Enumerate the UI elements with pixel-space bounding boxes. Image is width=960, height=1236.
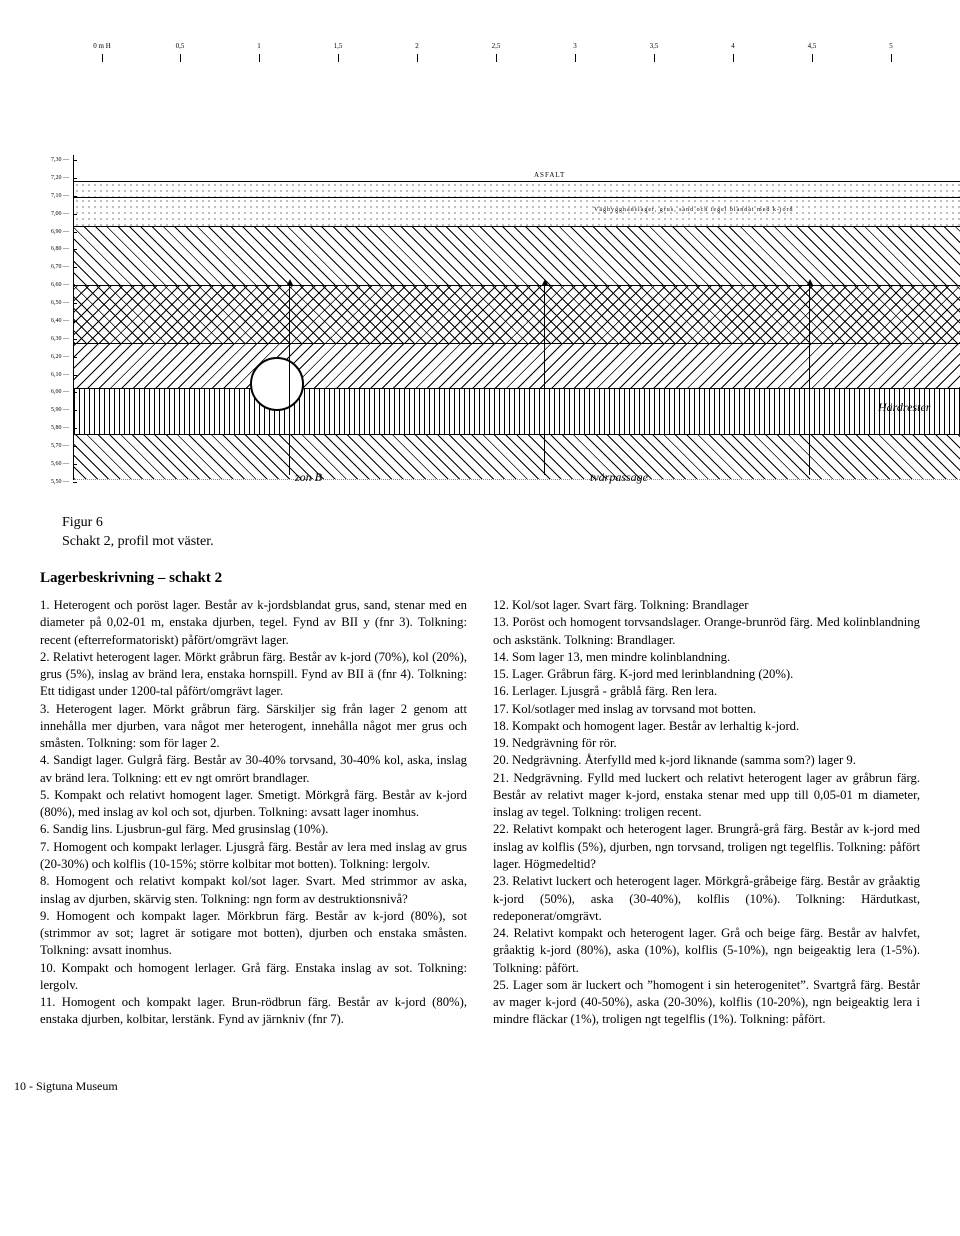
annot-hardrester: Härdrester	[878, 400, 930, 415]
layer-description: 9. Homogent och kompakt lager. Mörkbrun …	[40, 908, 467, 960]
layer-description: 2. Relativt heterogent lager. Mörkt gråb…	[40, 649, 467, 701]
ruler-tick: 3,5	[634, 42, 674, 50]
layer-description: 1. Heterogent och poröst lager. Består a…	[40, 597, 467, 649]
y-tick: 5,90 —	[51, 405, 73, 415]
layer-description: 19. Nedgrävning för rör.	[493, 735, 920, 752]
y-tick: 7,30 —	[51, 155, 73, 165]
y-tick: 6,60 —	[51, 280, 73, 290]
annot-zon-b: zon B	[295, 470, 322, 485]
layer-description: 11. Homogent och kompakt lager. Brun-röd…	[40, 994, 467, 1029]
ruler-tick: 0 m H	[82, 42, 122, 50]
ruler-tick: 0,5	[160, 42, 200, 50]
annot-tvarpassage: tvärpassage	[590, 470, 648, 485]
figure-caption: Figur 6 Schakt 2, profil mot väster.	[62, 514, 214, 552]
caption-line2: Schakt 2, profil mot väster.	[62, 534, 214, 549]
vertical-marker	[544, 285, 545, 475]
y-tick: 6,70 —	[51, 262, 73, 272]
y-tick: 6,10 —	[51, 370, 73, 380]
section-drawing: ASFALT Vägbyggnadslager, grus, sand och …	[74, 155, 960, 480]
strata-layer	[74, 181, 960, 197]
vertical-marker	[809, 285, 810, 475]
y-tick: 7,00 —	[51, 209, 73, 219]
y-tick: 7,20 —	[51, 173, 73, 183]
strata-layer	[74, 343, 960, 388]
y-tick: 6,00 —	[51, 387, 73, 397]
two-column-text: 1. Heterogent och poröst lager. Består a…	[40, 597, 920, 1029]
label-asfalt: ASFALT	[534, 171, 565, 179]
layer-description: 10. Kompakt och homogent lerlager. Grå f…	[40, 960, 467, 995]
y-tick: 5,80 —	[51, 423, 73, 433]
y-tick: 5,60 —	[51, 459, 73, 469]
layer-description: 12. Kol/sot lager. Svart färg. Tolkning:…	[493, 597, 920, 614]
layer-description: 7. Homogent och kompakt lerlager. Ljusgr…	[40, 839, 467, 874]
y-tick: 6,20 —	[51, 352, 73, 362]
strata-layer	[74, 197, 960, 226]
strata-layer	[74, 388, 960, 433]
layer-description: 24. Relativt kompakt och heterogent lage…	[493, 925, 920, 977]
ruler-tick: 2,5	[476, 42, 516, 50]
ruler-tick: 4	[713, 42, 753, 50]
layer-description: 13. Poröst och homogent torvsandslager. …	[493, 614, 920, 649]
page-footer: 10 - Sigtuna Museum	[0, 1029, 960, 1114]
layer-description: 23. Relativt luckert och heterogent lage…	[493, 873, 920, 925]
layer-description: 3. Heterogent lager. Mörkt gråbrun färg.…	[40, 701, 467, 753]
section-heading: Lagerbeskrivning – schakt 2	[40, 570, 920, 587]
y-tick: 5,70 —	[51, 441, 73, 451]
layer-description: 6. Sandig lins. Ljusbrun-gul färg. Med g…	[40, 821, 467, 838]
strata-layer	[74, 285, 960, 343]
label-vagbygg: Vägbyggnadslager, grus, sand och tegel b…	[594, 207, 794, 213]
vertical-marker	[289, 285, 290, 475]
ruler-tick: 5	[871, 42, 911, 50]
ruler-tick: 4,5	[792, 42, 832, 50]
y-tick: 6,30 —	[51, 334, 73, 344]
layer-description: 16. Lerlager. Ljusgrå - gråblå färg. Ren…	[493, 683, 920, 700]
layer-description: 4. Sandigt lager. Gulgrå färg. Består av…	[40, 752, 467, 787]
layer-description: 25. Lager som är luckert och ”homogent i…	[493, 977, 920, 1029]
caption-line1: Figur 6	[62, 515, 103, 530]
horizontal-ruler: 0 m H 0,5 1 1,5 2 2,5 3 3,5 4 4,5 5	[40, 42, 960, 64]
layer-description: 21. Nedgrävning. Fylld med luckert och r…	[493, 770, 920, 822]
y-tick: 7,10 —	[51, 191, 73, 201]
ruler-tick: 3	[555, 42, 595, 50]
pipe-circle	[250, 357, 304, 411]
layer-description: 20. Nedgrävning. Återfylld med k-jord li…	[493, 752, 920, 769]
y-tick: 6,50 —	[51, 298, 73, 308]
strata-layer	[74, 434, 960, 479]
layer-description: 5. Kompakt och relativt homogent lager. …	[40, 787, 467, 822]
y-tick: 5,50 —	[51, 477, 73, 487]
layer-description: 18. Kompakt och homogent lager. Består a…	[493, 718, 920, 735]
vertical-axis: 7,30 — 7,20 — 7,10 — 7,00 — 6,90 — 6,80 — 6,70…	[40, 155, 74, 480]
layer-description: 17. Kol/sotlager med inslag av torvsand …	[493, 701, 920, 718]
body-text: Lagerbeskrivning – schakt 2 1. Heterogen…	[0, 510, 960, 1029]
figure-6: 0 m H0,511,522,533,544,55 7,30 —7,20 —7,…	[0, 0, 960, 510]
layer-description: 15. Lager. Gråbrun färg. K-jord med leri…	[493, 666, 920, 683]
ruler-tick: 1	[239, 42, 279, 50]
y-tick: 6,90 —	[51, 227, 73, 237]
y-tick: 6,40 —	[51, 316, 73, 326]
layer-description: 8. Homogent och relativt kompakt kol/sot…	[40, 873, 467, 908]
ruler-tick: 2	[397, 42, 437, 50]
layer-description: 22. Relativt kompakt och heterogent lage…	[493, 821, 920, 873]
y-tick: 6,80 —	[51, 244, 73, 254]
ruler-tick: 1,5	[318, 42, 358, 50]
strata-layer	[74, 226, 960, 284]
layer-description: 14. Som lager 13, men mindre kolinblandn…	[493, 649, 920, 666]
